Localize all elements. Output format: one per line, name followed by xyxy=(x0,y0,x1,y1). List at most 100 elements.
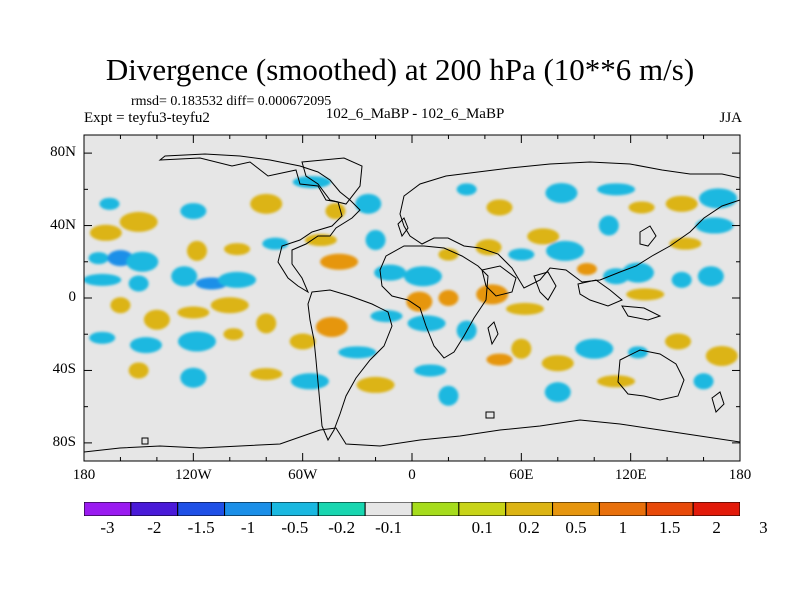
field-cell xyxy=(665,195,698,212)
colorbar-label: 2 xyxy=(712,518,721,537)
field-cell xyxy=(223,328,244,341)
colorbar-label: 0.1 xyxy=(471,518,493,537)
field-cell xyxy=(325,203,346,220)
colorbar xyxy=(84,502,740,516)
divergence-field xyxy=(84,176,738,406)
field-cell xyxy=(621,262,654,283)
field-cell xyxy=(597,183,636,196)
field-cell xyxy=(374,264,407,281)
colorbar-swatch xyxy=(552,502,600,516)
colorbar-swatch xyxy=(411,502,460,516)
field-cell xyxy=(84,273,122,286)
colorbar-label: 1.5 xyxy=(659,518,681,537)
coastlines xyxy=(84,153,740,461)
field-cell xyxy=(180,367,207,388)
colorbar-label: -0.5 xyxy=(281,518,309,537)
field-cell xyxy=(186,240,207,261)
field-cell xyxy=(250,193,283,214)
colorbar-label: 0.5 xyxy=(565,518,587,537)
field-cell xyxy=(508,248,535,261)
field-cell xyxy=(697,266,724,287)
colorbar-label: -1.5 xyxy=(187,518,215,537)
stats-line: rmsd= 0.183532 diff= 0.000672095 xyxy=(131,94,332,109)
colorbar-swatch xyxy=(130,502,179,516)
colorbar-swatch xyxy=(224,502,272,516)
field-cell xyxy=(546,240,585,261)
field-cell xyxy=(414,364,447,377)
colorbar-label: 0.2 xyxy=(518,518,540,537)
field-cell xyxy=(438,290,459,306)
field-cell xyxy=(88,252,109,265)
y-tick-label: 40N xyxy=(50,216,76,233)
field-cell xyxy=(89,331,116,344)
field-cell xyxy=(128,362,149,379)
field-cell xyxy=(365,230,386,251)
field-cell xyxy=(695,217,734,234)
comparison-label: 102_6_MaBP - 102_6_MaBP xyxy=(325,106,505,122)
field-cell xyxy=(505,302,544,315)
colorbar-swatch xyxy=(270,502,319,516)
field-cell xyxy=(177,306,210,319)
field-cell xyxy=(541,355,574,372)
y-tick-label: 40S xyxy=(52,361,76,378)
x-tick-label: 120W xyxy=(174,467,212,483)
field-cell xyxy=(665,333,692,350)
colorbar-label: -1 xyxy=(240,518,256,537)
field-cell xyxy=(355,193,382,214)
field-cell xyxy=(304,234,337,247)
field-cell xyxy=(486,199,513,216)
field-cell xyxy=(486,353,513,366)
x-tick-label: 180 xyxy=(728,467,752,483)
field-cell xyxy=(128,275,149,292)
field-cell xyxy=(407,315,446,332)
colorbar-swatch xyxy=(84,502,132,516)
field-cell xyxy=(544,382,571,403)
colorbar-label: -0.1 xyxy=(375,518,403,537)
field-cell xyxy=(292,176,331,189)
colorbar-label: 3 xyxy=(759,518,768,537)
field-cell xyxy=(693,373,714,390)
colorbar-label: -3 xyxy=(100,518,115,537)
colorbar-label: -0.2 xyxy=(328,518,356,537)
field-cell xyxy=(626,288,665,301)
season-label: JJA xyxy=(719,110,742,126)
field-cell xyxy=(671,271,692,288)
y-tick-label: 0 xyxy=(68,289,77,305)
colorbar-swatch xyxy=(364,502,413,516)
field-cell xyxy=(224,243,251,256)
x-tick-label: 120E xyxy=(614,467,647,483)
field-cell xyxy=(575,338,614,359)
colorbar-label: -2 xyxy=(147,518,162,537)
field-cell xyxy=(171,266,198,287)
field-cell xyxy=(476,284,509,305)
experiment-label: Expt = teyfu3-teyfu2 xyxy=(84,110,210,126)
y-tick-label: 80N xyxy=(50,144,76,161)
field-cell xyxy=(177,331,216,352)
field-cell xyxy=(545,182,578,203)
field-cell xyxy=(262,237,289,250)
field-cell xyxy=(628,201,655,214)
x-tick-label: 180 xyxy=(72,467,96,483)
field-cell xyxy=(256,313,277,334)
field-cell xyxy=(403,266,442,287)
field-cell xyxy=(320,253,359,270)
field-cell xyxy=(250,368,283,381)
colorbar-swatch xyxy=(177,502,226,516)
field-cell xyxy=(315,316,348,337)
field-cell xyxy=(110,297,131,314)
colorbar-swatch xyxy=(692,502,740,516)
colorbar-swatch xyxy=(598,502,647,516)
field-cell xyxy=(598,215,619,236)
field-cell xyxy=(527,228,560,245)
chart-title: Divergence (smoothed) at 200 hPa (10**6 … xyxy=(105,52,695,87)
field-cell xyxy=(370,310,403,323)
field-cell xyxy=(438,385,459,406)
field-cell xyxy=(119,211,158,232)
field-cell xyxy=(99,197,120,210)
field-cell xyxy=(180,203,207,220)
field-cell xyxy=(511,338,532,359)
field-cell xyxy=(218,271,257,288)
field-cell xyxy=(143,309,170,330)
colorbar-label: 1 xyxy=(618,518,628,537)
